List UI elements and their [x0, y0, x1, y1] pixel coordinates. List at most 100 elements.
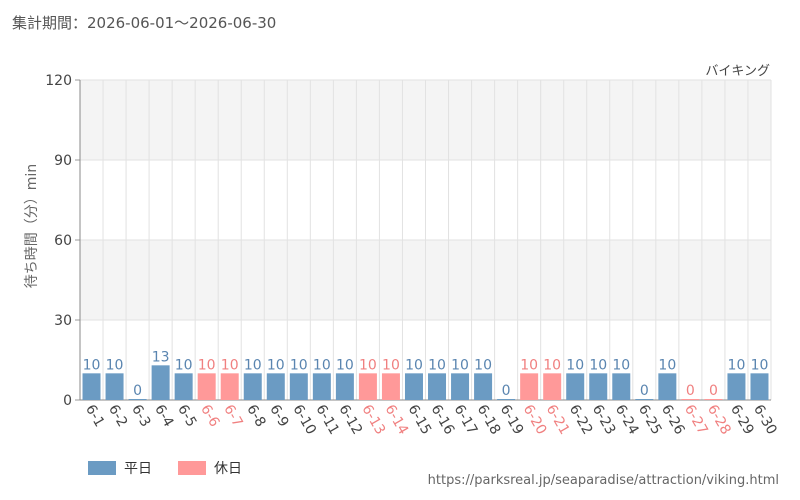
bar-value-label: 10 [175, 357, 193, 373]
bar [151, 365, 170, 400]
bar-value-label: 10 [313, 357, 331, 373]
y-tick-label: 60 [54, 233, 72, 249]
bar-value-label: 10 [543, 357, 561, 373]
bar-value-label: 10 [83, 357, 101, 373]
bar [358, 373, 377, 400]
x-tick-label: 6-8 [243, 402, 268, 430]
legend-item-weekday[interactable]: 平日 [88, 458, 152, 478]
bar [82, 373, 101, 400]
bar-value-label: 13 [152, 349, 170, 365]
bar-value-label: 0 [502, 383, 511, 399]
legend-label-weekday: 平日 [124, 461, 152, 477]
x-tick-label: 6-25 [635, 402, 665, 438]
bar [474, 373, 493, 400]
x-tick-label: 6-7 [220, 402, 245, 430]
x-tick-label: 6-22 [566, 402, 596, 438]
bar [704, 399, 723, 400]
x-tick-label: 6-9 [266, 402, 291, 430]
bar-value-label: 10 [359, 357, 377, 373]
legend-item-holiday[interactable]: 休日 [178, 458, 242, 478]
period-label: 集計期間：2026-06-01～2026-06-30 [12, 14, 277, 32]
bar [451, 373, 470, 400]
x-tick-label: 6-21 [543, 402, 573, 438]
attraction-name: バイキング [705, 64, 770, 79]
x-tick-label: 6-20 [520, 402, 550, 438]
bar-value-label: 0 [640, 383, 649, 399]
bar [220, 373, 239, 400]
bar-value-label: 10 [520, 357, 538, 373]
source-url[interactable]: https://parksreal.jp/seaparadise/attract… [427, 473, 779, 488]
x-tick-label: 6-29 [727, 402, 757, 438]
bar [174, 373, 193, 400]
x-tick-label: 6-30 [750, 402, 780, 438]
y-tick-label: 120 [45, 73, 72, 89]
x-tick-label: 6-26 [658, 402, 688, 438]
legend-swatch-weekday [88, 461, 116, 475]
x-tick-label: 6-14 [381, 402, 411, 438]
bar [566, 373, 585, 400]
x-tick-label: 6-10 [289, 402, 319, 438]
bar-value-label: 10 [451, 357, 469, 373]
bar-value-label: 10 [267, 357, 285, 373]
bar [404, 373, 423, 400]
x-tick-label: 6-5 [174, 402, 199, 430]
y-tick-label: 0 [63, 393, 72, 409]
bar-value-label: 0 [133, 383, 142, 399]
bar-value-label: 0 [709, 383, 718, 399]
bar [727, 373, 746, 400]
bar [543, 373, 562, 400]
x-tick-label: 6-11 [312, 402, 342, 438]
legend: 平日 休日 [88, 458, 268, 478]
x-tick-label: 6-3 [128, 402, 153, 430]
bar-value-label: 10 [589, 357, 607, 373]
bar [289, 373, 308, 400]
legend-swatch-holiday [178, 461, 206, 475]
x-tick-label: 6-23 [589, 402, 619, 438]
x-tick-label: 6-17 [451, 402, 481, 438]
bar [197, 373, 216, 400]
bar-value-label: 10 [382, 357, 400, 373]
x-tick-label: 6-27 [681, 402, 711, 438]
x-tick-label: 6-24 [612, 402, 642, 438]
bar-value-label: 10 [198, 357, 216, 373]
bar [520, 373, 539, 400]
bar-value-label: 10 [106, 357, 124, 373]
y-tick-label: 30 [54, 313, 72, 329]
bar [635, 399, 654, 400]
bar [658, 373, 677, 400]
bar-value-label: 10 [566, 357, 584, 373]
bar [750, 373, 769, 400]
bar-value-label: 10 [728, 357, 746, 373]
x-tick-label: 6-2 [105, 402, 130, 430]
bar [266, 373, 285, 400]
bar-value-label: 10 [658, 357, 676, 373]
bar-value-label: 10 [474, 357, 492, 373]
legend-label-holiday: 休日 [214, 461, 242, 477]
y-tick-label: 90 [54, 153, 72, 169]
x-tick-label: 6-28 [704, 402, 734, 438]
bar [105, 373, 124, 400]
x-tick-label: 6-4 [151, 402, 176, 430]
x-tick-label: 6-18 [474, 402, 504, 438]
bar [497, 399, 516, 400]
bar-value-label: 10 [221, 357, 239, 373]
bar [312, 373, 331, 400]
bar [128, 399, 147, 400]
bar-value-label: 10 [244, 357, 262, 373]
bar [428, 373, 447, 400]
x-tick-label: 6-12 [335, 402, 365, 438]
bar-value-label: 10 [612, 357, 630, 373]
bar-value-label: 10 [751, 357, 769, 373]
bar-value-label: 10 [428, 357, 446, 373]
bar [589, 373, 608, 400]
bar-value-label: 10 [290, 357, 308, 373]
bar [612, 373, 631, 400]
x-tick-label: 6-13 [358, 402, 388, 438]
bar [335, 373, 354, 400]
bar [381, 373, 400, 400]
x-tick-label: 6-19 [497, 402, 527, 438]
x-tick-label: 6-1 [82, 402, 107, 430]
x-tick-label: 6-6 [197, 402, 222, 430]
